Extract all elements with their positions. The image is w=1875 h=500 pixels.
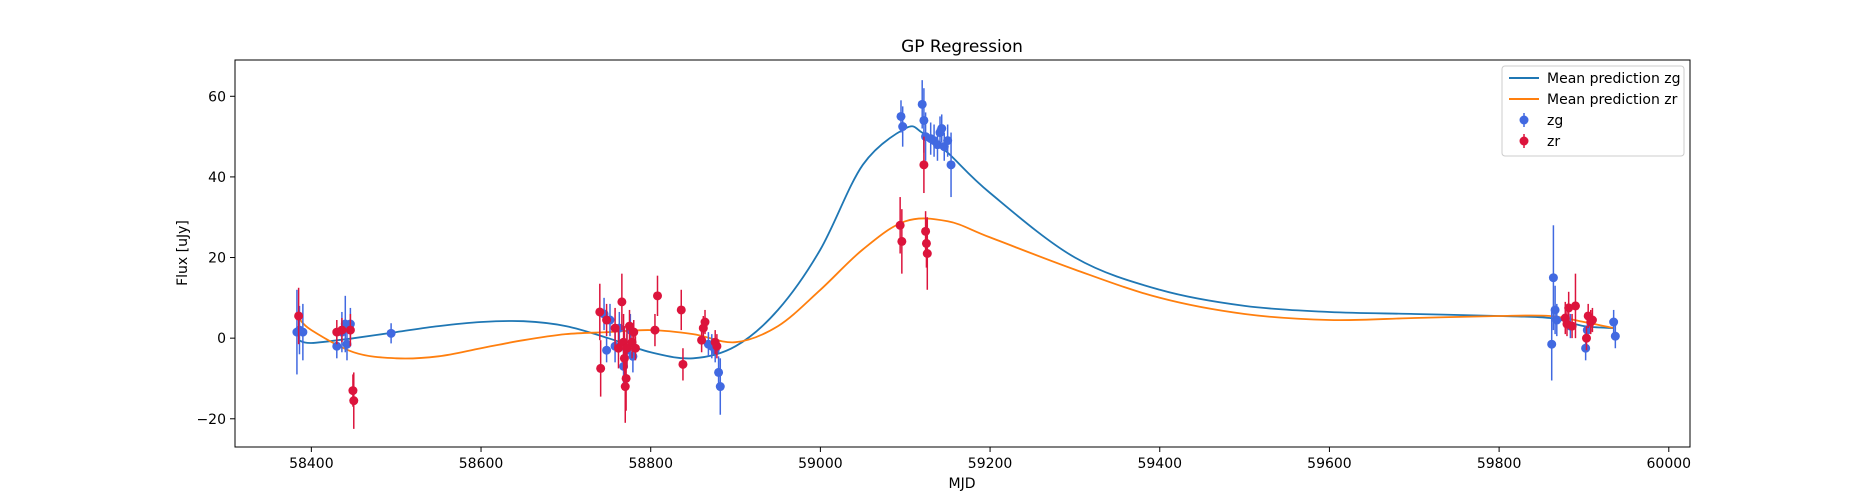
zg-point-41 <box>1581 343 1591 353</box>
legend-label-zg-line: Mean prediction zg <box>1547 71 1681 87</box>
zg-point-44 <box>1610 331 1620 341</box>
x-tick-label-60000: 60000 <box>1647 456 1692 472</box>
zg-point-6 <box>342 339 352 349</box>
zr-point-40 <box>1570 301 1580 311</box>
x-axis-label: MJD <box>949 476 976 492</box>
axes-frame <box>234 59 1691 448</box>
legend-label-zr-line: Mean prediction zr <box>1547 92 1678 108</box>
chart-title: GP Regression <box>901 37 1023 57</box>
zg-point-23 <box>896 111 906 121</box>
zr-point-4 <box>348 386 358 396</box>
x-tick-label-59200: 59200 <box>968 456 1013 472</box>
zg-point-36 <box>1547 339 1557 349</box>
zr-point-25 <box>697 335 707 345</box>
y-tick-label-60: 60 <box>208 89 226 105</box>
zr-point-39 <box>1567 321 1577 331</box>
zg-point-32 <box>937 124 947 134</box>
mean-prediction-line-zg <box>298 125 1614 360</box>
zr-point-32 <box>919 160 929 170</box>
legend: Mean prediction zg Mean prediction zr zg… <box>1501 65 1685 157</box>
zr-point-22 <box>653 291 663 301</box>
zr-point-8 <box>602 315 612 325</box>
mean-prediction-line-zr <box>297 217 1614 360</box>
zr-point-16 <box>622 343 632 353</box>
zr-point-23 <box>676 305 686 315</box>
zg-point-22 <box>715 382 725 392</box>
zr-point-30 <box>895 220 905 230</box>
zr-point-27 <box>700 317 710 327</box>
zg-point-21 <box>714 367 724 377</box>
zr-point-10 <box>613 343 623 353</box>
y-tick-label-40: 40 <box>208 170 226 186</box>
legend-label-zr-points: zr <box>1547 134 1560 150</box>
zr-point-31 <box>897 236 907 246</box>
zr-point-33 <box>921 226 931 236</box>
x-tick-label-59600: 59600 <box>1307 456 1352 472</box>
zg-point-25 <box>917 99 927 109</box>
zr-point-15 <box>621 373 631 383</box>
legend-box <box>1501 65 1685 157</box>
zr-point-19 <box>629 327 639 337</box>
plot-area <box>292 80 1620 429</box>
zr-point-9 <box>610 323 620 333</box>
zg-point-8 <box>386 328 396 338</box>
y-tick-label-20: 20 <box>208 251 226 267</box>
y-axis: −20 0 20 40 60 <box>196 89 235 428</box>
x-tick-label-58800: 58800 <box>628 456 673 472</box>
zr-point-2 <box>337 325 347 335</box>
zg-point-43 <box>1609 317 1619 327</box>
x-tick-label-58400: 58400 <box>289 456 334 472</box>
zg-point-37 <box>1548 273 1558 283</box>
x-axis: 58400 58600 58800 59000 59200 59400 59600 59800… <box>289 447 1691 472</box>
zr-point-0 <box>294 311 304 321</box>
plot-content <box>292 80 1620 429</box>
zr-point-24 <box>678 359 688 369</box>
y-tick-label-0: 0 <box>217 331 226 347</box>
zr-point-7 <box>596 363 606 373</box>
zr-point-11 <box>617 297 627 307</box>
zr-point-34 <box>921 238 931 248</box>
zr-point-41 <box>1581 333 1591 343</box>
y-tick-label--20: −20 <box>196 412 226 428</box>
zg-point-42 <box>1582 325 1592 335</box>
legend-swatch-zg-point <box>1519 115 1529 125</box>
zr-point-14 <box>620 382 630 392</box>
zr-point-6 <box>595 307 605 317</box>
y-axis-label: Flux [uJy] <box>175 220 191 286</box>
x-tick-label-59800: 59800 <box>1477 456 1522 472</box>
x-tick-label-59400: 59400 <box>1137 456 1182 472</box>
legend-label-zg-points: zg <box>1547 113 1563 129</box>
x-tick-label-58600: 58600 <box>459 456 504 472</box>
zr-point-5 <box>349 396 359 406</box>
zg-point-26 <box>919 115 929 125</box>
zg-point-10 <box>602 345 612 355</box>
zr-point-3 <box>345 325 355 335</box>
zg-point-38 <box>1550 305 1560 315</box>
zr-point-44 <box>1587 315 1597 325</box>
zg-point-2 <box>298 327 308 337</box>
zr-point-21 <box>650 325 660 335</box>
legend-swatch-zr-point <box>1519 136 1529 146</box>
zg-point-3 <box>332 341 342 351</box>
zg-point-34 <box>943 136 953 146</box>
zg-point-39 <box>1552 315 1562 325</box>
x-tick-label-59000: 59000 <box>798 456 843 472</box>
zr-point-35 <box>922 249 932 258</box>
zr-point-20 <box>630 343 640 353</box>
zg-point-35 <box>946 160 956 170</box>
zr-point-38 <box>1564 303 1574 313</box>
series-zr <box>294 136 1597 429</box>
zg-point-24 <box>898 122 908 132</box>
zr-point-29 <box>712 341 722 351</box>
